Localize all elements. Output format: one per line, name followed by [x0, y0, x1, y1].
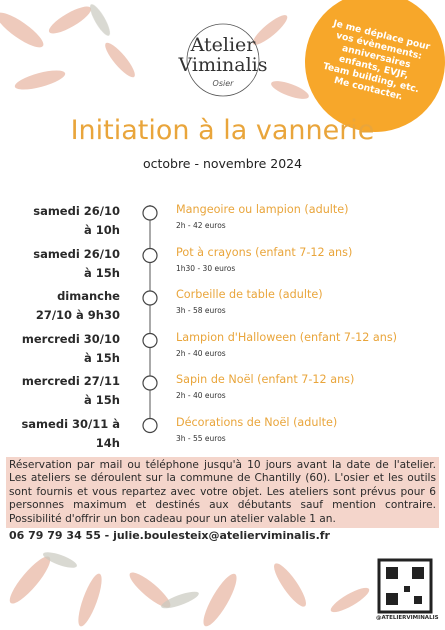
- event-date-line: à 15h: [84, 350, 120, 365]
- event-title: Corbeille de table (adulte): [176, 288, 323, 301]
- timeline-node: [142, 417, 158, 434]
- event-date-line: 27/10 à 9h30: [35, 308, 120, 322]
- qr-label: @ATELIERVIMINALIS: [376, 615, 439, 621]
- event-details: 3h - 58 euros: [176, 306, 226, 315]
- event-date-line: samedi 26/10: [33, 246, 120, 261]
- event-title: Pot à crayons (enfant 7-12 ans): [176, 245, 353, 259]
- event-date-line: à 15h: [84, 393, 120, 407]
- event-title: Décorations de Noël (adulte): [176, 415, 338, 429]
- event-date: dimanche 27/10 à 9h30: [8, 287, 120, 325]
- event-date: samedi 26/10 à 10h: [8, 202, 120, 240]
- event-details: 2h - 40 euros: [176, 391, 226, 400]
- subtitle: octobre - novembre 2024: [142, 156, 303, 171]
- event-date: mercredi 30/10 à 15h: [8, 330, 120, 368]
- event-date-line: mercredi 30/10: [21, 331, 120, 346]
- event-details: 2h - 42 euros: [176, 221, 226, 230]
- event-title: Mangeoire ou lampion (adulte): [176, 203, 349, 216]
- event-date-line: samedi 26/10: [33, 204, 120, 218]
- event-title: Sapin de Noël (enfant 7-12 ans): [176, 373, 355, 386]
- event-date: mercredi 27/11 à 15h: [8, 372, 120, 410]
- event-title: Lampion d'Halloween (enfant 7-12 ans): [176, 330, 398, 344]
- event-date: samedi 26/10 à 15h: [8, 245, 120, 283]
- event-details: 1h30 - 30 euros: [176, 263, 236, 273]
- logo-text: Viminalis: [178, 54, 268, 76]
- info-text: Réservation par mail ou téléphone jusqu'…: [6, 457, 439, 529]
- timeline-node: [142, 290, 158, 306]
- event-date-line: samedi 30/11 à: [21, 416, 120, 431]
- event-date-line: à 10h: [84, 223, 120, 237]
- logo-text: Atelier: [190, 34, 256, 56]
- timeline-node: [142, 205, 158, 221]
- event-details: 3h - 55 euros: [176, 433, 226, 443]
- event-date-line: à 15h: [84, 265, 120, 280]
- timeline-node: [142, 247, 158, 264]
- event-date-line: dimanche: [57, 289, 120, 303]
- title: Initiation à la vannerie: [70, 115, 375, 146]
- event-date-line: 14h: [95, 435, 120, 450]
- event-details: 2h - 40 euros: [176, 348, 226, 358]
- event-date: samedi 30/11 à 14h: [8, 415, 120, 453]
- logo-tagline: Osier: [212, 79, 234, 88]
- timeline-node: [142, 375, 158, 391]
- contact[interactable]: 06 79 79 34 55 - julie.boulesteix@atelie…: [9, 529, 330, 542]
- event-date-line: mercredi 27/11: [21, 374, 120, 388]
- timeline-node: [142, 332, 158, 349]
